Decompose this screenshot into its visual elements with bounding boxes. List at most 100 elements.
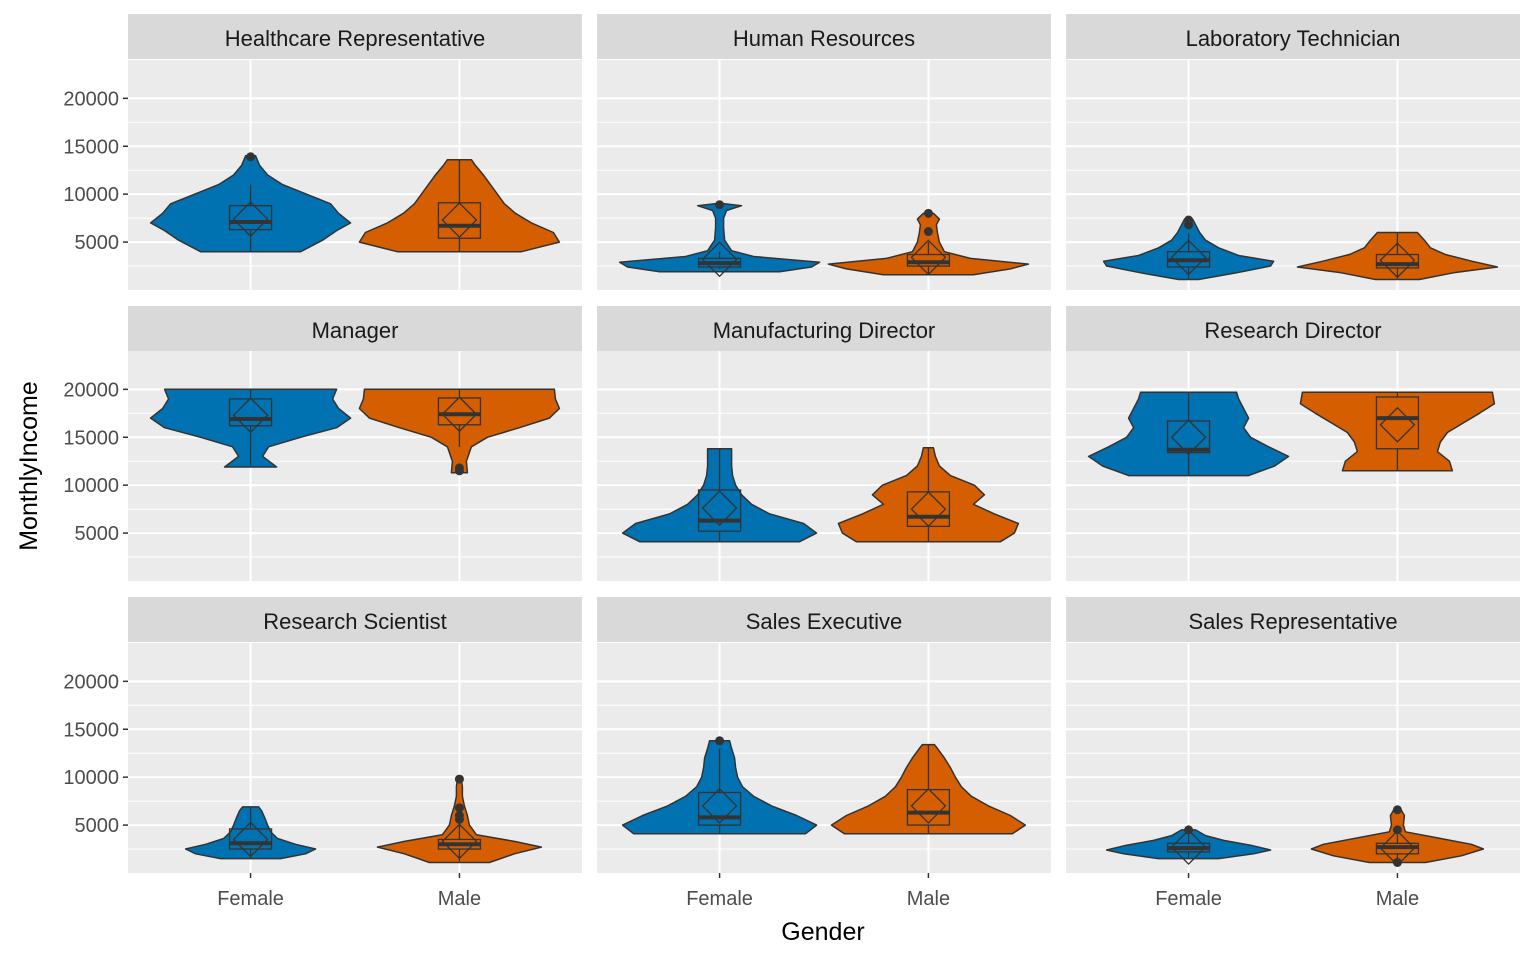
- panel-background: [597, 351, 1051, 581]
- facet-panel: Manager 5000 10000 15000 20000: [63, 306, 582, 581]
- y-tick-label: 10000: [63, 184, 119, 206]
- mean-diamond: [1170, 829, 1207, 866]
- violin-female: [184, 806, 317, 860]
- x-axis-title: Gender: [781, 918, 864, 946]
- facet-title: Research Scientist: [263, 609, 446, 634]
- outlier-point: [1392, 857, 1402, 867]
- mean-diamond: [441, 202, 478, 238]
- mean-diamond: [910, 239, 947, 276]
- x-tick-label: Female: [217, 888, 284, 910]
- facet-title: Sales Representative: [1188, 609, 1397, 634]
- outlier-point: [454, 811, 464, 820]
- mean-diamond: [1379, 242, 1416, 279]
- mean-diamond: [910, 787, 947, 824]
- mean-diamond: [441, 396, 478, 433]
- y-tick-label: 20000: [63, 671, 119, 693]
- violin-male: [837, 447, 1020, 543]
- outlier-point: [1392, 825, 1402, 835]
- facet-title: Healthcare Representative: [225, 26, 485, 51]
- y-tick-label: 5000: [75, 815, 120, 837]
- facet-panel: Laboratory Technician: [1066, 14, 1520, 290]
- facet-panel: Research Director: [1066, 306, 1520, 581]
- iqr-box: [1375, 396, 1420, 450]
- facet-title: Human Resources: [733, 26, 915, 51]
- outlier-point: [715, 736, 725, 746]
- facet-strip: [128, 597, 582, 642]
- outlier-point: [1184, 825, 1194, 835]
- iqr-box: [228, 828, 273, 850]
- facet-strip: [597, 597, 1051, 642]
- outlier-point: [454, 463, 464, 473]
- y-axis-title: MonthlyIncome: [15, 381, 43, 551]
- iqr-box: [697, 791, 742, 826]
- outlier-point: [1392, 805, 1402, 815]
- facet-strip: [597, 14, 1051, 59]
- panel-background: [1066, 643, 1520, 873]
- panel-background: [597, 643, 1051, 873]
- facet-strip: [1066, 306, 1520, 351]
- facet-title: Sales Executive: [746, 609, 903, 634]
- x-tick-label: Male: [907, 888, 950, 910]
- facet-panel: Manufacturing Director: [597, 306, 1051, 581]
- facet-panel: Research Scientist 5000 10000 15000 20000 Fem…: [63, 597, 582, 910]
- mean-diamond: [1170, 239, 1207, 276]
- y-tick-label: 20000: [63, 379, 119, 401]
- panel-background: [597, 60, 1051, 290]
- mean-diamond: [910, 491, 947, 528]
- outlier-point: [454, 774, 464, 784]
- mean-diamond: [701, 787, 738, 824]
- y-tick-label: 5000: [75, 523, 120, 545]
- mean-diamond: [441, 823, 478, 860]
- outlier-point: [1184, 215, 1194, 225]
- violin-female: [1087, 391, 1290, 477]
- mean-diamond: [232, 201, 269, 238]
- outlier-point: [246, 152, 256, 162]
- x-tick-label: Male: [438, 888, 481, 910]
- facet-title: Manufacturing Director: [713, 318, 936, 343]
- facet-panel: Sales Representative Female Male: [1066, 597, 1520, 910]
- facet-title: Manager: [312, 318, 399, 343]
- y-tick-label: 15000: [63, 719, 119, 741]
- violin-female: [621, 448, 818, 543]
- facet-panel: Human Resources: [597, 14, 1051, 290]
- mean-diamond: [701, 490, 738, 527]
- outlier-point: [923, 227, 933, 237]
- y-tick-label: 10000: [63, 767, 119, 789]
- y-tick-label: 15000: [63, 427, 119, 449]
- mean-diamond: [232, 821, 269, 858]
- panel-background: [128, 60, 582, 290]
- iqr-box: [697, 489, 742, 532]
- outlier-point: [715, 200, 725, 210]
- violin-female: [618, 203, 821, 273]
- outlier-point: [454, 803, 464, 813]
- facet-strip: [597, 306, 1051, 351]
- x-tick-label: Female: [1155, 888, 1222, 910]
- violin-male: [358, 158, 561, 253]
- facet-strip: [128, 14, 582, 59]
- facet-panel: Healthcare Representative 5000 10000 15000 2…: [63, 14, 582, 290]
- facet-strip: [128, 306, 582, 351]
- iqr-box: [228, 205, 273, 231]
- facet-panel: Sales Executive Female Male: [597, 597, 1051, 910]
- facet-title: Research Director: [1204, 318, 1381, 343]
- violin-male: [1296, 231, 1499, 281]
- y-tick-label: 15000: [63, 136, 119, 158]
- panel-background: [128, 351, 582, 581]
- facet-strip: [1066, 14, 1520, 59]
- mean-diamond: [1170, 419, 1207, 456]
- x-tick-label: Female: [686, 888, 753, 910]
- iqr-box: [1375, 253, 1420, 269]
- facet-strip: [1066, 597, 1520, 642]
- mean-diamond: [701, 241, 738, 278]
- outlier-point: [923, 208, 933, 218]
- violin-male: [1299, 391, 1496, 472]
- mean-diamond: [1379, 406, 1416, 443]
- y-tick-label: 20000: [63, 88, 119, 110]
- violin-female: [1105, 829, 1272, 860]
- mean-diamond: [232, 397, 269, 434]
- y-tick-label: 10000: [63, 475, 119, 497]
- x-tick-label: Male: [1376, 888, 1419, 910]
- panel-background: [128, 643, 582, 873]
- y-tick-label: 5000: [75, 232, 120, 254]
